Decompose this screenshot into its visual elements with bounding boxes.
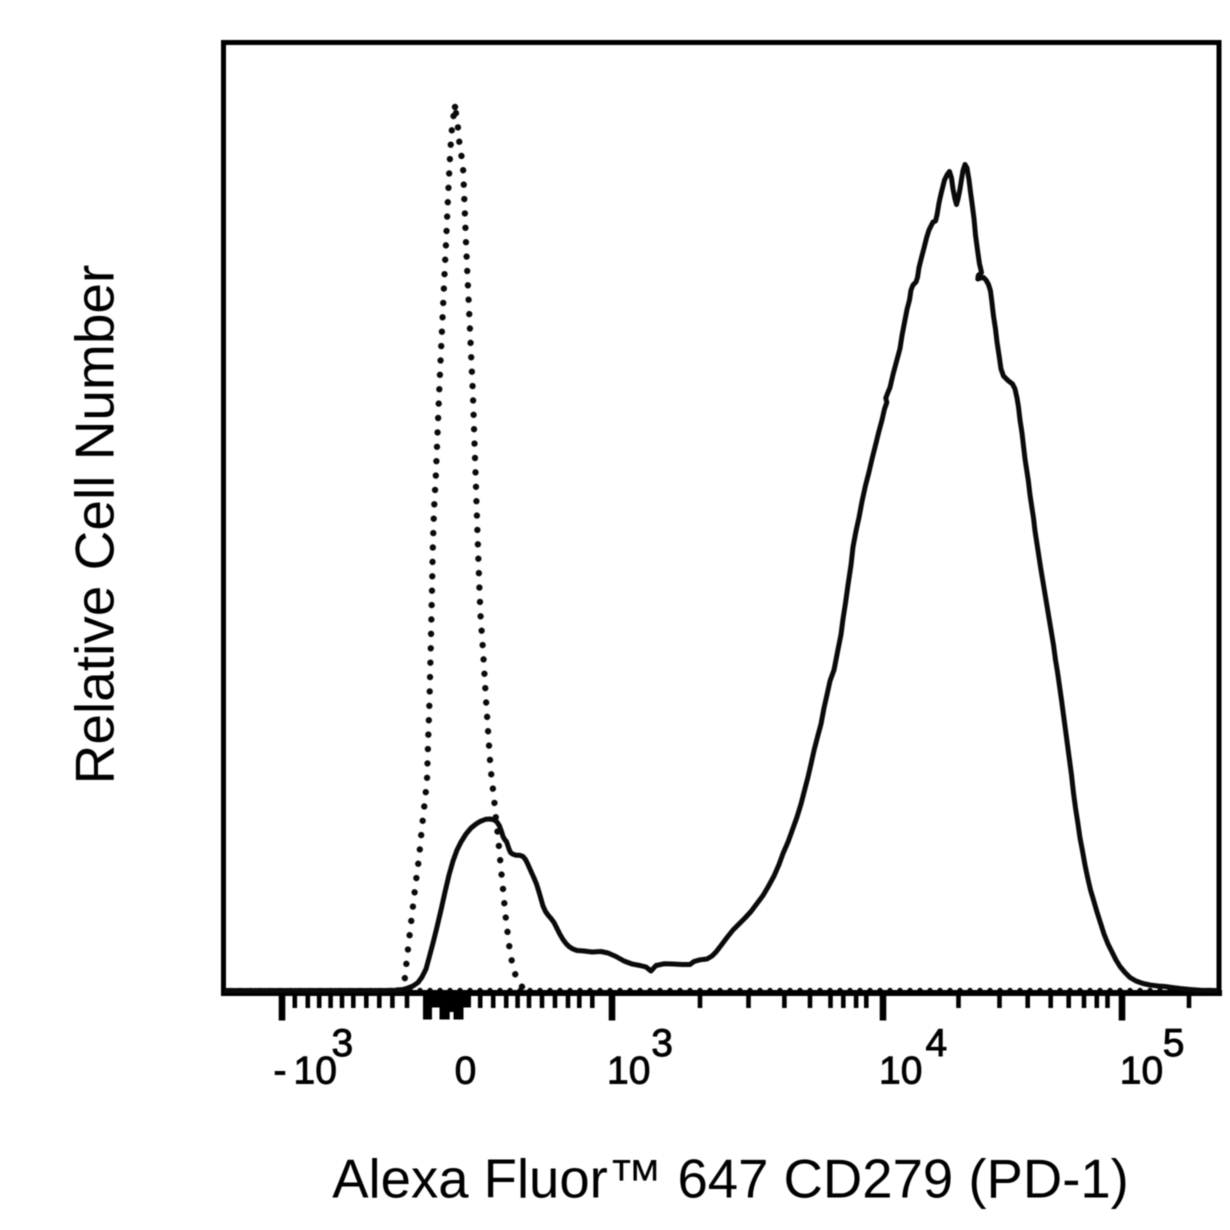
svg-text:10: 10 [607,1050,650,1093]
svg-text:3: 3 [332,1022,354,1065]
svg-text:0: 0 [455,1050,477,1093]
svg-text:Alexa Fluor™ 647 CD279 (PD-1): Alexa Fluor™ 647 CD279 (PD-1) [332,1149,1129,1210]
svg-text:-: - [274,1050,287,1093]
svg-text:Relative Cell Number: Relative Cell Number [64,265,126,785]
svg-text:10: 10 [294,1050,337,1093]
svg-text:10: 10 [1120,1050,1163,1093]
svg-text:3: 3 [651,1022,673,1065]
svg-text:10: 10 [879,1050,922,1093]
svg-text:5: 5 [1163,1022,1185,1065]
svg-text:4: 4 [926,1022,948,1065]
